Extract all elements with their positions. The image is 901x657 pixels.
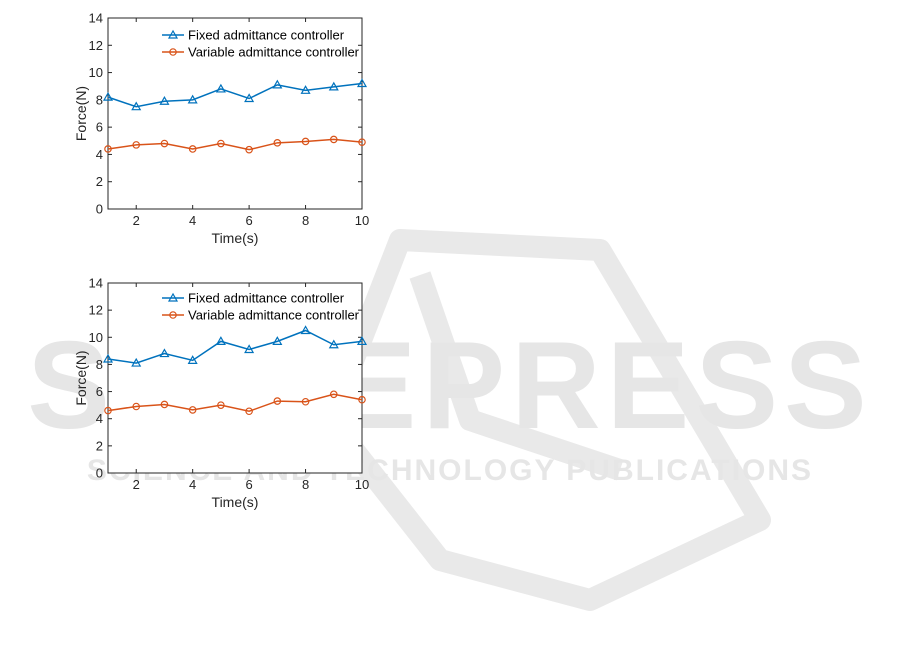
y-tick-label: 8 bbox=[96, 92, 103, 107]
y-axis-label: Force(N) bbox=[73, 350, 89, 405]
x-tick-label: 8 bbox=[302, 213, 309, 228]
data-point-variable bbox=[160, 400, 169, 409]
plot-area bbox=[107, 282, 363, 474]
data-point-fixed bbox=[244, 344, 255, 354]
data-point-fixed bbox=[272, 336, 283, 345]
data-point-fixed bbox=[131, 357, 142, 367]
data-point-fixed bbox=[215, 336, 226, 345]
data-point-fixed bbox=[272, 79, 283, 89]
y-tick-label: 2 bbox=[96, 174, 103, 189]
data-point-variable bbox=[132, 402, 141, 411]
data-point-fixed bbox=[187, 94, 198, 104]
data-point-variable bbox=[358, 395, 366, 404]
data-point-fixed bbox=[102, 91, 114, 101]
series-line-fixed bbox=[107, 82, 363, 108]
x-tick-label: 6 bbox=[245, 477, 252, 492]
y-tick-label: 14 bbox=[89, 276, 103, 291]
y-axis-label: Force(N) bbox=[73, 86, 89, 141]
data-point-variable bbox=[160, 139, 169, 148]
x-tick-label: 8 bbox=[302, 477, 309, 492]
plot-area bbox=[107, 17, 363, 210]
y-tick-label: 12 bbox=[89, 38, 103, 53]
legend-marker-circle bbox=[169, 48, 177, 56]
y-tick-label: 4 bbox=[96, 147, 103, 162]
data-point-fixed bbox=[300, 85, 311, 94]
data-point-variable bbox=[188, 406, 197, 414]
data-point-variable bbox=[132, 141, 141, 149]
y-tick-label: 10 bbox=[89, 65, 103, 80]
book-logo-watermark bbox=[319, 229, 771, 611]
data-point-fixed bbox=[131, 101, 142, 111]
data-point-variable bbox=[217, 401, 225, 409]
data-point-fixed bbox=[187, 355, 198, 364]
series-line-fixed bbox=[107, 329, 363, 364]
data-point-fixed bbox=[102, 353, 114, 363]
y-tick-label: 0 bbox=[96, 466, 103, 481]
data-point-fixed bbox=[356, 336, 368, 345]
y-tick-label: 4 bbox=[96, 411, 103, 426]
series-line-variable bbox=[107, 138, 363, 151]
data-point-variable bbox=[104, 406, 112, 415]
data-point-fixed bbox=[159, 348, 170, 358]
legend-marker-triangle bbox=[167, 29, 179, 39]
data-point-fixed bbox=[328, 81, 339, 91]
y-tick-label: 6 bbox=[96, 384, 103, 399]
data-point-variable bbox=[104, 145, 112, 153]
data-point-fixed bbox=[328, 339, 339, 349]
y-tick-label: 2 bbox=[96, 438, 103, 453]
legend-entry: Variable admittance controller bbox=[188, 308, 360, 323]
data-point-variable bbox=[329, 135, 338, 144]
data-point-variable bbox=[273, 139, 282, 147]
data-point-fixed bbox=[356, 78, 368, 88]
legend-marker-triangle bbox=[167, 292, 179, 302]
data-point-fixed bbox=[244, 93, 255, 103]
data-point-variable bbox=[273, 397, 282, 405]
x-tick-label: 2 bbox=[133, 477, 140, 492]
y-tick-label: 10 bbox=[89, 330, 103, 345]
data-point-fixed bbox=[215, 83, 226, 93]
y-tick-label: 12 bbox=[89, 303, 103, 318]
y-tick-label: 8 bbox=[96, 357, 103, 372]
y-tick-label: 0 bbox=[96, 202, 103, 217]
x-tick-label: 4 bbox=[189, 213, 196, 228]
data-point-variable bbox=[358, 138, 366, 146]
y-tick-label: 6 bbox=[96, 120, 103, 135]
data-point-variable bbox=[245, 407, 253, 416]
data-point-fixed bbox=[300, 325, 311, 335]
x-tick-label: 4 bbox=[189, 477, 196, 492]
legend-entry: Fixed admittance controller bbox=[188, 28, 345, 43]
data-point-variable bbox=[301, 137, 310, 146]
data-point-variable bbox=[301, 397, 310, 406]
data-point-variable bbox=[329, 390, 338, 399]
data-point-variable bbox=[188, 145, 197, 153]
x-axis-label: Time(s) bbox=[212, 494, 259, 510]
series-line-variable bbox=[107, 393, 363, 413]
data-point-variable bbox=[245, 145, 253, 154]
data-point-variable bbox=[217, 139, 225, 148]
x-axis-label: Time(s) bbox=[212, 230, 259, 246]
x-tick-label: 10 bbox=[355, 477, 369, 492]
legend-entry: Variable admittance controller bbox=[188, 45, 360, 60]
data-point-fixed bbox=[159, 96, 170, 105]
x-tick-label: 6 bbox=[245, 213, 252, 228]
y-tick-label: 14 bbox=[89, 11, 103, 26]
x-tick-label: 2 bbox=[133, 213, 140, 228]
x-tick-label: 10 bbox=[355, 213, 369, 228]
legend-marker-circle bbox=[169, 311, 177, 319]
legend-entry: Fixed admittance controller bbox=[188, 291, 345, 306]
